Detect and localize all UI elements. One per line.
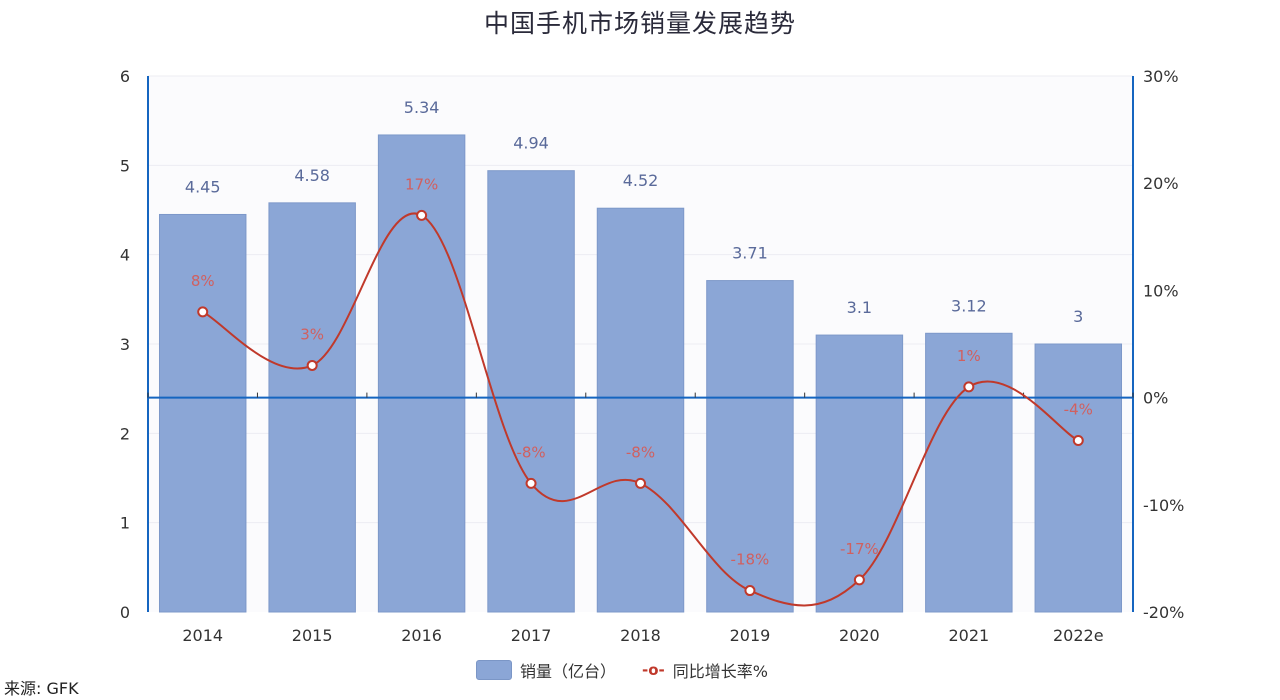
line-point-marker-icon [1072, 434, 1084, 446]
line-value-label: 1% [957, 347, 981, 365]
bar [706, 280, 794, 613]
right-axis-tick-label: -10% [1143, 496, 1184, 515]
source-note: 来源: GFK [4, 679, 79, 698]
x-axis-tick-label: 2018 [620, 626, 661, 645]
bar-legend-swatch [476, 660, 512, 680]
x-axis-tick-label: 2019 [730, 626, 771, 645]
right-axis-tick-label: -20% [1143, 603, 1184, 622]
line-value-label: -18% [731, 551, 770, 569]
right-axis-tick-label: 10% [1143, 281, 1179, 300]
line-series [197, 209, 1084, 607]
line-point-marker-icon [853, 574, 865, 586]
line-point-marker-icon [635, 477, 646, 489]
bar [268, 202, 356, 613]
line-value-label: -8% [516, 443, 545, 461]
line-value-label: -8% [626, 443, 655, 461]
left-axis-tick-label: 2 [120, 424, 130, 443]
bar-value-label: 3.1 [847, 298, 872, 317]
data-labels: 4.45 4.58 5.34 4.94 4.52 3.71 3.1 3.12 3 8% 3% 17% -… [185, 98, 1093, 569]
line-legend-label: 同比增长率% [672, 662, 768, 681]
x-axis-tick-label: 2015 [292, 626, 333, 645]
growth-rate-line [202, 212, 1079, 607]
bar-value-label: 3 [1073, 307, 1083, 326]
bar [487, 170, 575, 613]
chart-title: 中国手机市场销量发展趋势 [483, 9, 796, 38]
line-value-label: -4% [1064, 400, 1093, 418]
x-axis-tick-label: 2022e [1053, 626, 1104, 645]
bar-value-label: 4.52 [623, 171, 659, 190]
left-axis-tick-label: 1 [120, 514, 130, 533]
legend: 销量（亿台） -o- 同比增长率% [476, 658, 768, 682]
right-axis-tick-label: 20% [1143, 174, 1179, 193]
left-axis-tick-label: 6 [120, 67, 130, 86]
left-axis-tick-label: 4 [120, 246, 130, 265]
bar [158, 213, 247, 613]
bar-value-label: 4.94 [513, 134, 549, 153]
line-point-marker-icon [525, 477, 537, 489]
line-value-label: 17% [405, 175, 438, 193]
bar-value-label: 5.34 [404, 98, 440, 117]
bar [925, 332, 1013, 613]
bar-legend-label: 销量（亿台） [520, 662, 617, 681]
line-point-marker-icon [416, 209, 428, 221]
right-axis-tick-label: 0% [1143, 389, 1168, 408]
left-axis-tick-label: 3 [120, 335, 130, 354]
line-point-marker-icon [306, 359, 318, 371]
right-axis-tick-label: 30% [1143, 67, 1179, 86]
bar-value-label: 3.12 [951, 296, 987, 315]
x-axis-tick-label: 2017 [511, 626, 552, 645]
line-point-marker-icon [744, 585, 756, 597]
line-point-marker-icon [963, 381, 975, 393]
bar [815, 334, 904, 613]
line-legend-marker-icon: -o- [642, 661, 665, 679]
x-axis-tick-label: 2016 [401, 626, 442, 645]
line-value-label: -17% [840, 540, 879, 558]
bar-value-label: 3.71 [732, 244, 768, 263]
x-axis-tick-label: 2014 [182, 626, 223, 645]
bar [1034, 343, 1123, 613]
line-value-label: 8% [191, 272, 215, 290]
left-axis-tick-label: 0 [120, 603, 130, 622]
bar [596, 207, 685, 613]
line-value-label: 3% [300, 325, 324, 343]
x-axis-tick-label: 2021 [948, 626, 989, 645]
axes: 0 1 2 3 4 5 6 -20% -10% 0% 10% 20% 30% 2014 2015 2016 20… [120, 67, 1185, 645]
left-axis-tick-label: 5 [120, 156, 130, 175]
bar-value-label: 4.45 [185, 177, 221, 196]
line-point-marker-icon [197, 306, 209, 318]
x-axis-tick-label: 2020 [839, 626, 880, 645]
bar [377, 134, 466, 613]
bar-value-label: 4.58 [294, 166, 330, 185]
